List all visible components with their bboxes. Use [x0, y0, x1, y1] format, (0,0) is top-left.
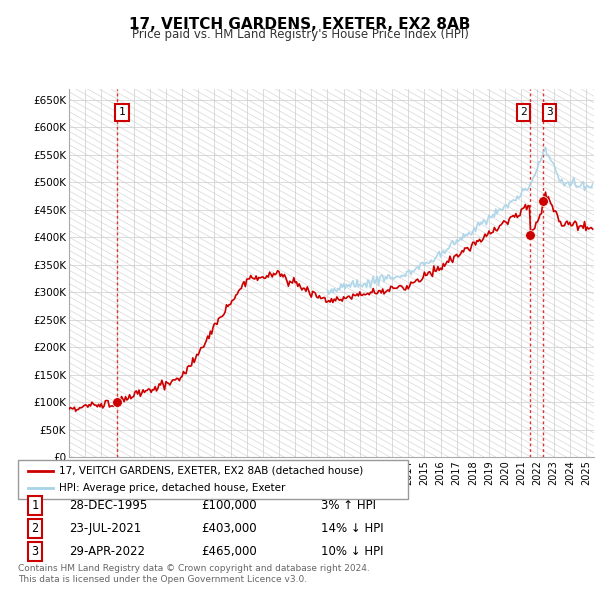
Text: 17, VEITCH GARDENS, EXETER, EX2 8AB (detached house): 17, VEITCH GARDENS, EXETER, EX2 8AB (det… — [59, 466, 363, 476]
Text: 1: 1 — [31, 499, 38, 512]
Text: 1: 1 — [119, 107, 125, 117]
Text: 3: 3 — [31, 545, 38, 558]
Text: 28-DEC-1995: 28-DEC-1995 — [69, 499, 147, 512]
Text: Price paid vs. HM Land Registry's House Price Index (HPI): Price paid vs. HM Land Registry's House … — [131, 28, 469, 41]
Text: 17, VEITCH GARDENS, EXETER, EX2 8AB: 17, VEITCH GARDENS, EXETER, EX2 8AB — [130, 17, 470, 31]
Text: 2: 2 — [31, 522, 38, 535]
Text: HPI: Average price, detached house, Exeter: HPI: Average price, detached house, Exet… — [59, 483, 286, 493]
Text: This data is licensed under the Open Government Licence v3.0.: This data is licensed under the Open Gov… — [18, 575, 307, 584]
Text: 3: 3 — [546, 107, 553, 117]
Text: 10% ↓ HPI: 10% ↓ HPI — [321, 545, 383, 558]
Text: £403,000: £403,000 — [201, 522, 257, 535]
Text: 14% ↓ HPI: 14% ↓ HPI — [321, 522, 383, 535]
Text: 3% ↑ HPI: 3% ↑ HPI — [321, 499, 376, 512]
Text: Contains HM Land Registry data © Crown copyright and database right 2024.: Contains HM Land Registry data © Crown c… — [18, 565, 370, 573]
Text: £465,000: £465,000 — [201, 545, 257, 558]
Text: 23-JUL-2021: 23-JUL-2021 — [69, 522, 141, 535]
Text: 29-APR-2022: 29-APR-2022 — [69, 545, 145, 558]
Text: £100,000: £100,000 — [201, 499, 257, 512]
Text: 2: 2 — [520, 107, 527, 117]
